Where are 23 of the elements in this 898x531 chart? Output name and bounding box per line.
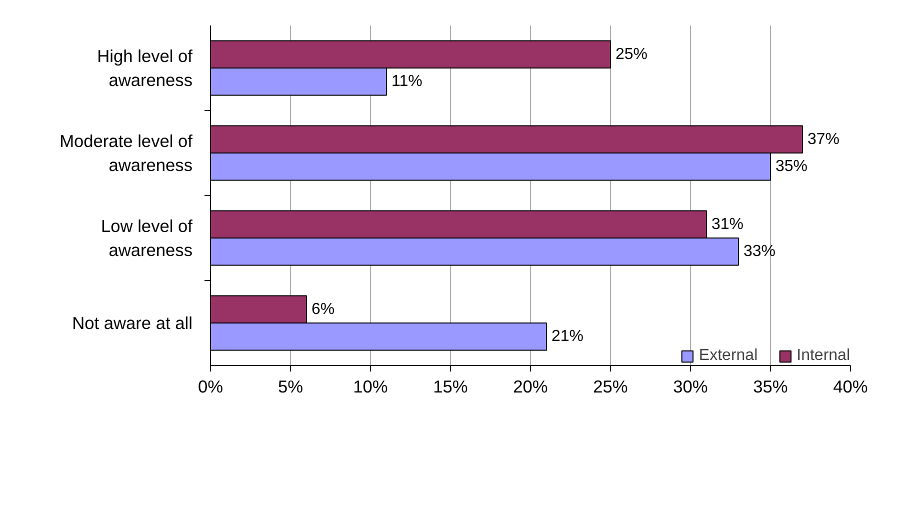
data-label: 21% [552, 328, 584, 346]
data-label: 25% [616, 46, 648, 63]
x-tick-label: 15% [433, 376, 468, 396]
x-tick-label: 10% [353, 376, 388, 396]
x-tick-label: 35% [753, 376, 788, 396]
legend-label: Internal [796, 347, 850, 365]
data-label: 37% [808, 130, 840, 148]
legend-label: External [698, 347, 758, 365]
data-label: 6% [312, 300, 335, 318]
y-tick-label: Low level of awareness [100, 216, 193, 260]
y-tick-label: Not aware at all [72, 313, 193, 333]
data-label: 35% [776, 158, 808, 176]
x-tick-label: 30% [673, 376, 708, 396]
data-label: 33% [744, 243, 776, 260]
x-tick-label: 20% [513, 376, 548, 396]
x-tick-label: 0% [198, 376, 224, 396]
x-tick-label: 40% [833, 376, 868, 396]
x-tick-label: 5% [278, 376, 304, 396]
y-tick-label: Moderate level of awareness [60, 131, 193, 175]
data-label: 11% [392, 73, 422, 90]
y-tick-label: High level of awareness [97, 46, 193, 90]
x-tick-label: 25% [593, 376, 628, 396]
data-label: 31% [712, 216, 744, 233]
